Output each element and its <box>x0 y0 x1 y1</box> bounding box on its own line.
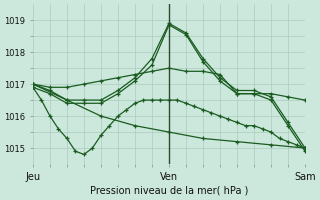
X-axis label: Pression niveau de la mer( hPa ): Pression niveau de la mer( hPa ) <box>90 186 248 196</box>
